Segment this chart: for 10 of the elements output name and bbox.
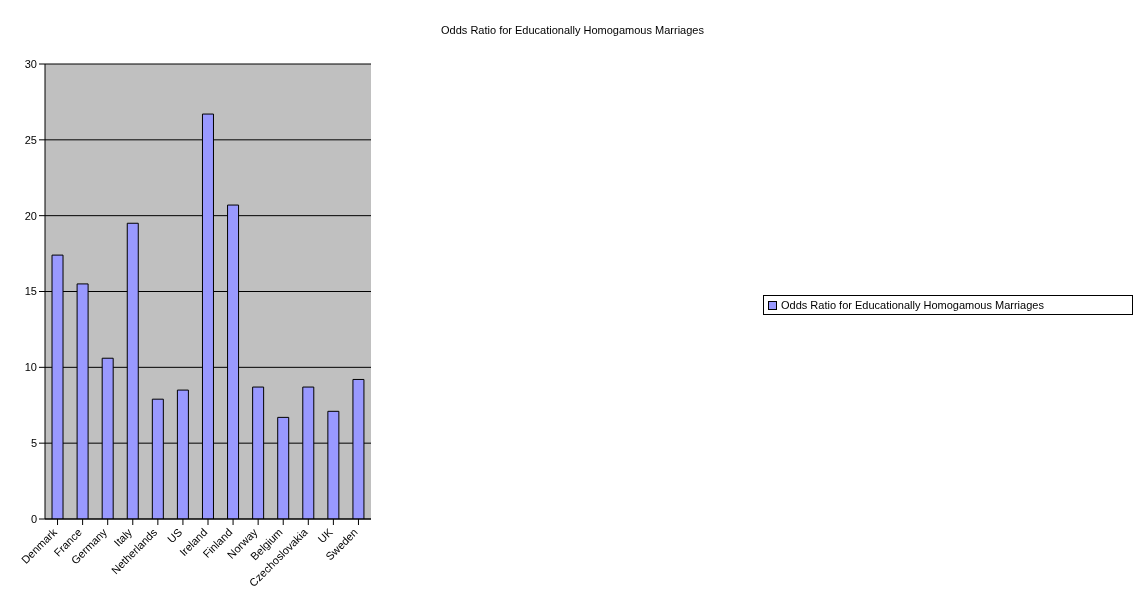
y-tick-label: 5 bbox=[30, 437, 37, 450]
y-tick-label: 20 bbox=[24, 209, 37, 222]
y-tick-label: 0 bbox=[30, 512, 37, 525]
text: Odds Ratio for Educationally Homogamous Marriages bbox=[440, 24, 705, 36]
x-tick-label: US bbox=[165, 525, 185, 546]
y-tick-label: 30 bbox=[24, 57, 37, 70]
y-tick-label: 10 bbox=[24, 361, 37, 374]
y-tick-label: 25 bbox=[24, 133, 37, 146]
y-tick-label: 15 bbox=[24, 285, 37, 298]
legend-label: Odds Ratio for Educationally Homogamous Marriages bbox=[781, 298, 1044, 311]
